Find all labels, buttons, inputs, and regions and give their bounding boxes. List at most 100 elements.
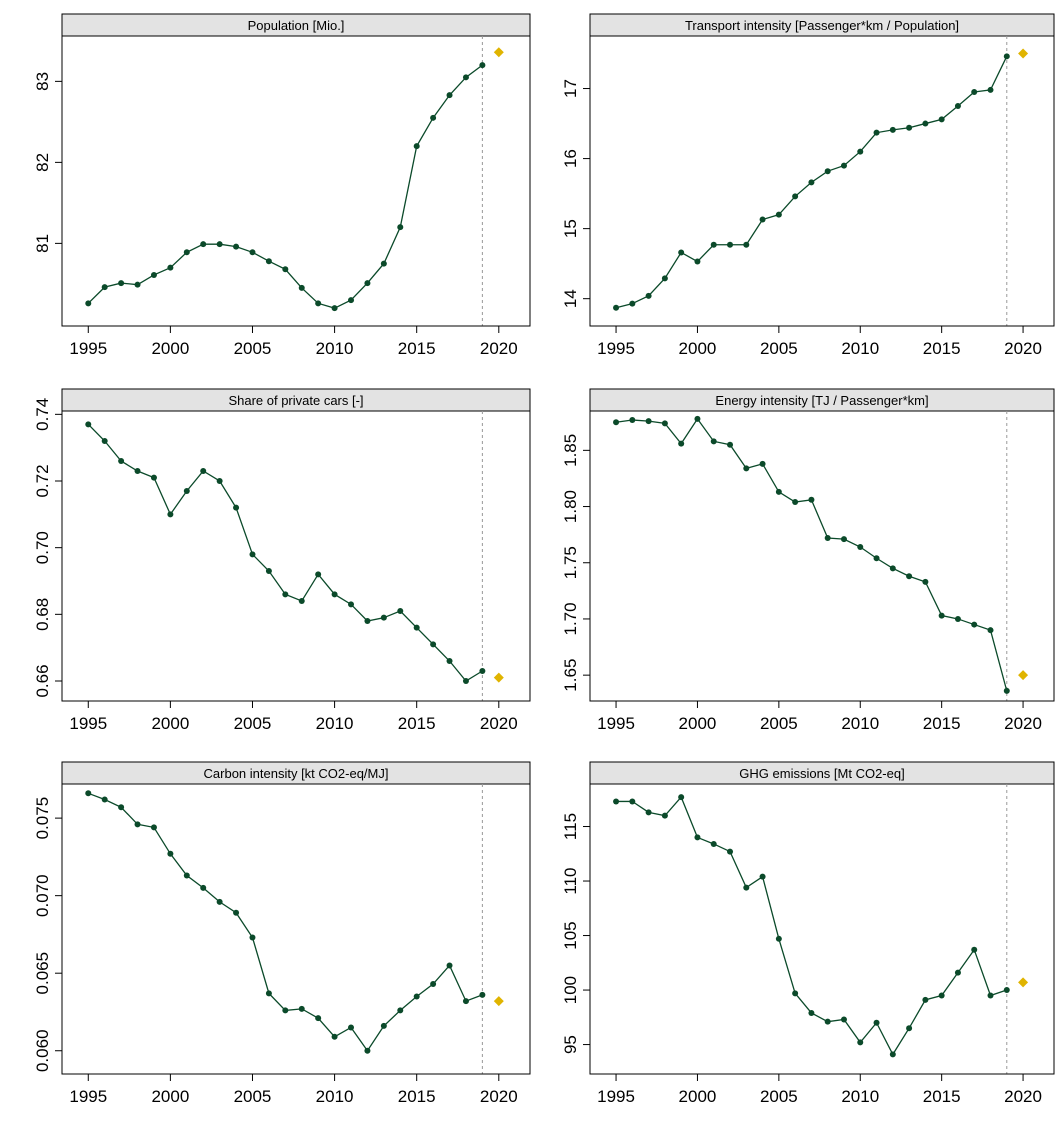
x-tick-label: 1995 (69, 1087, 107, 1106)
y-tick-label: 0.72 (33, 464, 52, 497)
data-point (759, 460, 766, 467)
y-tick-label: 17 (561, 79, 580, 98)
data-point (380, 1022, 387, 1029)
plot-frame (589, 783, 1055, 1075)
x-tick-label: 2005 (760, 714, 798, 733)
forecast-point (1018, 977, 1029, 988)
data-point (479, 62, 486, 69)
data-point (397, 1007, 404, 1014)
data-point (743, 241, 750, 248)
y-tick-label: 16 (561, 149, 580, 168)
x-tick-label: 2000 (151, 714, 189, 733)
x-tick-label: 2020 (1004, 339, 1042, 358)
data-point (150, 474, 157, 481)
y-tick-label: 110 (561, 867, 580, 894)
data-point (808, 1009, 815, 1016)
data-point (873, 1019, 880, 1026)
data-point (364, 280, 371, 287)
panel-title: Population [Mio.] (248, 18, 345, 33)
series-line (87, 423, 483, 682)
data-point (613, 304, 620, 311)
data-point (233, 504, 240, 511)
data-point (101, 284, 108, 291)
data-point (743, 884, 750, 891)
data-point (629, 416, 636, 423)
data-point (298, 1005, 305, 1012)
data-point (759, 216, 766, 223)
data-point (661, 812, 668, 819)
data-point (167, 850, 174, 857)
data-point (216, 478, 223, 484)
data-point (479, 668, 486, 674)
data-point (889, 126, 896, 133)
data-point (315, 1015, 322, 1022)
x-tick-label: 1995 (69, 714, 107, 733)
data-point (808, 496, 815, 503)
data-point (922, 996, 929, 1003)
x-tick-label: 2020 (480, 1087, 518, 1106)
x-tick-label: 2000 (679, 714, 717, 733)
panel-title: Carbon intensity [kt CO2-eq/MJ] (204, 766, 389, 781)
y-tick-label: 100 (561, 976, 580, 1004)
data-point (85, 300, 92, 307)
data-point (808, 179, 815, 186)
x-tick-label: 2000 (151, 339, 189, 358)
data-point (971, 89, 978, 96)
data-point (727, 441, 734, 448)
data-point (613, 419, 620, 426)
data-point (840, 536, 847, 543)
data-point (694, 258, 701, 265)
data-point (840, 1016, 847, 1023)
data-point (331, 305, 338, 312)
data-point (380, 260, 387, 267)
data-point (922, 578, 929, 585)
data-point (971, 621, 978, 628)
data-point (629, 798, 636, 805)
y-tick-label: 0.74 (33, 398, 52, 431)
data-point (167, 511, 174, 518)
data-point (710, 438, 717, 445)
data-point (331, 1033, 338, 1040)
y-tick-label: 83 (33, 72, 52, 91)
data-point (792, 193, 799, 200)
data-point (462, 678, 469, 684)
data-point (678, 794, 685, 801)
x-tick-label: 1995 (597, 714, 635, 733)
data-point (101, 796, 108, 803)
y-tick-label: 0.070 (33, 874, 52, 917)
data-point (775, 935, 782, 942)
data-point (446, 92, 453, 99)
data-point (775, 211, 782, 218)
data-point (249, 934, 256, 941)
x-tick-label: 2005 (760, 1087, 798, 1106)
panel-title: Energy intensity [TJ / Passenger*km] (715, 393, 928, 408)
x-tick-label: 2020 (1004, 714, 1042, 733)
data-point (200, 468, 207, 474)
y-tick-label: 115 (561, 813, 580, 840)
data-point (265, 258, 272, 265)
data-point (1003, 987, 1010, 994)
data-point (613, 798, 620, 805)
data-point (282, 266, 289, 273)
data-point (462, 998, 469, 1005)
data-point (938, 992, 945, 999)
data-point (824, 1018, 831, 1025)
data-point (479, 991, 486, 998)
data-point (430, 114, 437, 121)
data-point (987, 627, 994, 634)
data-point (661, 275, 668, 282)
data-point (315, 571, 322, 578)
data-point (954, 615, 961, 622)
data-point (857, 1039, 864, 1046)
y-tick-label: 1.75 (561, 546, 580, 579)
data-point (118, 804, 125, 811)
data-point (743, 465, 750, 472)
data-point (265, 990, 272, 997)
data-point (380, 614, 387, 621)
data-point (85, 790, 92, 797)
data-point (364, 1047, 371, 1054)
forecast-point (1018, 48, 1029, 59)
x-tick-label: 2020 (480, 714, 518, 733)
x-tick-label: 1995 (69, 339, 107, 358)
